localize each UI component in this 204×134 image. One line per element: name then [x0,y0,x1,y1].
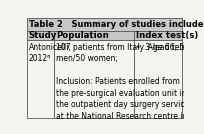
Text: Antonicelli,
2012⁶: Antonicelli, 2012⁶ [29,43,72,63]
Bar [54,31,134,40]
Text: 107 patients from Italy. Age 66; 57
men/50 women;

Inclusion: Patients enrolled : 107 patients from Italy. Age 66; 57 men/… [56,43,189,134]
Text: Table 2   Summary of studies included in the evidence revie: Table 2 Summary of studies included in t… [29,20,204,29]
Bar [27,31,54,40]
Bar [134,40,182,118]
Bar [27,40,54,118]
Text: Index test(s): Index test(s) [136,31,198,40]
Text: •  3-lead tele-E: • 3-lead tele-E [136,43,193,52]
Bar [27,18,182,31]
Text: Population: Population [56,31,109,40]
Bar [134,31,182,40]
Text: Study: Study [29,31,57,40]
Bar [54,40,134,118]
